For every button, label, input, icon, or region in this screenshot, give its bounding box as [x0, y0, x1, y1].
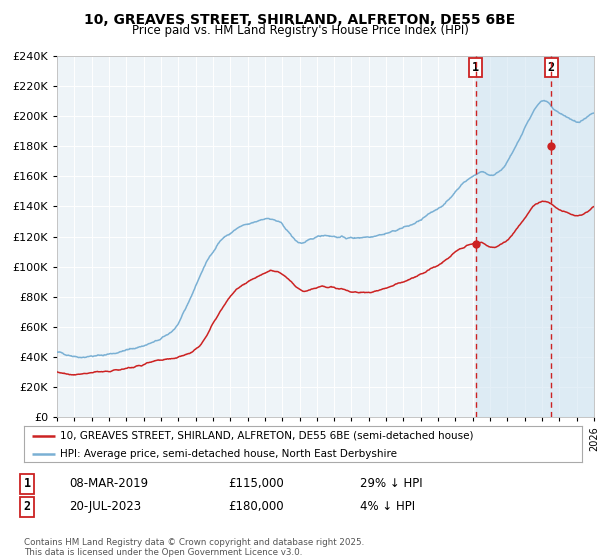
Text: £180,000: £180,000	[228, 500, 284, 514]
Text: Price paid vs. HM Land Registry's House Price Index (HPI): Price paid vs. HM Land Registry's House …	[131, 24, 469, 37]
Text: 08-MAR-2019: 08-MAR-2019	[69, 477, 148, 491]
Text: 29% ↓ HPI: 29% ↓ HPI	[360, 477, 422, 491]
Bar	[476, 56, 594, 417]
Text: 2: 2	[548, 62, 555, 74]
Text: 10, GREAVES STREET, SHIRLAND, ALFRETON, DE55 6BE (semi-detached house): 10, GREAVES STREET, SHIRLAND, ALFRETON, …	[60, 431, 474, 441]
Text: 4% ↓ HPI: 4% ↓ HPI	[360, 500, 415, 514]
Text: Contains HM Land Registry data © Crown copyright and database right 2025.
This d: Contains HM Land Registry data © Crown c…	[24, 538, 364, 557]
Text: HPI: Average price, semi-detached house, North East Derbyshire: HPI: Average price, semi-detached house,…	[60, 449, 397, 459]
Text: 2: 2	[23, 500, 31, 514]
Text: 10, GREAVES STREET, SHIRLAND, ALFRETON, DE55 6BE: 10, GREAVES STREET, SHIRLAND, ALFRETON, …	[85, 13, 515, 27]
Text: 1: 1	[472, 62, 479, 74]
Text: £115,000: £115,000	[228, 477, 284, 491]
Text: 1: 1	[23, 477, 31, 491]
Text: 20-JUL-2023: 20-JUL-2023	[69, 500, 141, 514]
